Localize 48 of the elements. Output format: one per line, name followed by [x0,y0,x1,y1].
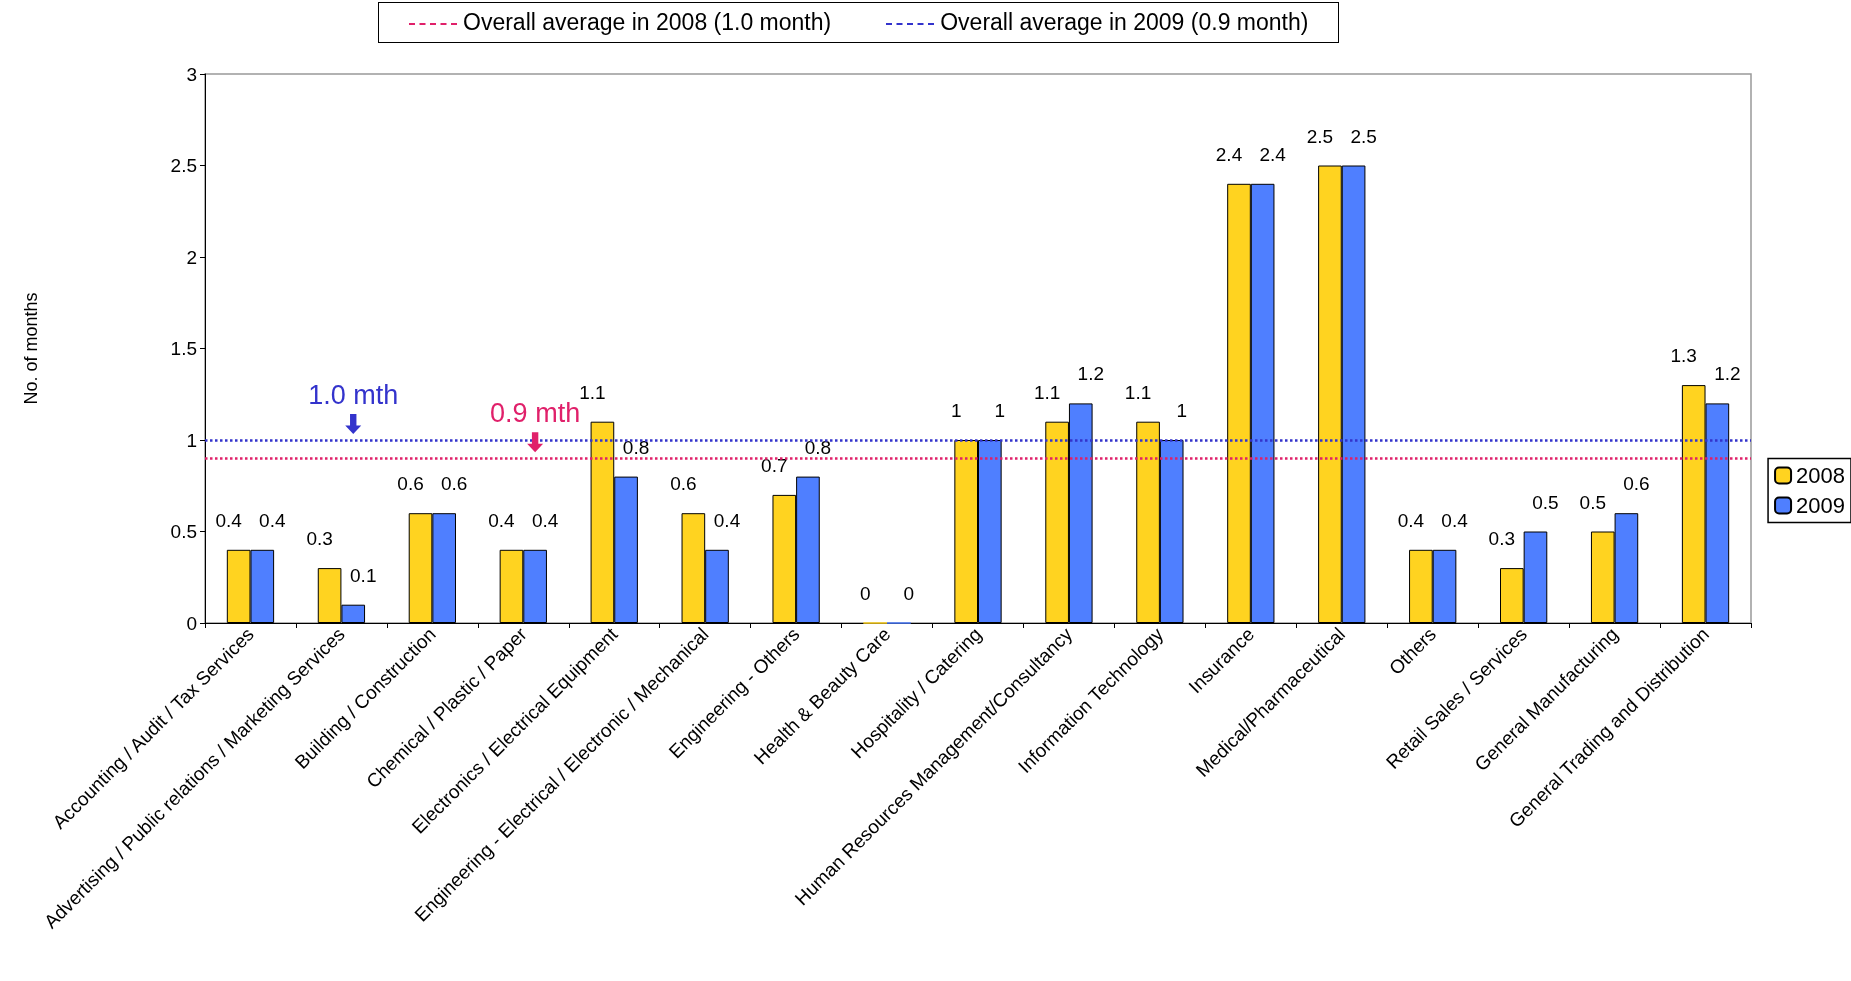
data-label: 1.3 [1670,345,1697,367]
data-label: 2.5 [1350,125,1377,147]
data-label: 0.7 [761,454,788,476]
data-label: 2.5 [1306,125,1334,147]
data-label: 0.5 [1579,491,1606,513]
data-label: 0.4 [531,509,559,531]
y-tick-label: 2 [186,246,197,268]
data-label: 2.4 [1259,143,1287,165]
data-label: 0.4 [215,509,243,531]
data-label: 0.4 [488,509,516,531]
y-tick-label: 0 [186,612,197,634]
data-label: 1.1 [1124,381,1152,403]
data-label: 2.4 [1215,143,1243,165]
y-tick-label: 1.5 [170,338,197,359]
data-label: 0.6 [397,473,424,495]
data-label: 1.1 [579,381,606,403]
data-label: 1.1 [1033,381,1061,403]
data-label: 1 [1176,400,1187,421]
data-label: 1 [994,400,1006,421]
data-label: 0.8 [622,436,650,458]
data-label: 0.6 [670,473,697,495]
data-label: 0.1 [350,564,377,586]
y-tick-label: 1 [186,429,197,451]
data-label: 0 [903,582,915,604]
legend-label: Overall average in 2008 (1.0 month) [463,9,832,35]
y-tick-label: 3 [186,63,197,85]
data-label: 0.5 [1532,491,1559,513]
y-tick-label: 2.5 [170,155,197,176]
data-label: 0.4 [259,509,286,531]
data-label: 1.2 [1714,363,1741,385]
data-label: 0.4 [713,509,741,531]
legend-label: Overall average in 2009 (0.9 month) [940,9,1309,35]
data-label: 0.3 [306,528,333,550]
data-label: 0.4 [1397,509,1425,531]
data-label: 0.3 [1488,528,1516,550]
data-label: 1.2 [1077,363,1104,385]
data-label: 0.6 [1623,473,1650,495]
data-label: 0 [859,582,871,604]
data-label: 0.8 [804,436,832,458]
y-tick-label: 0.5 [170,521,197,542]
annotation: 0.9 mth [490,397,581,428]
annotation: 1.0 mth [308,379,399,410]
legend-label: 2009 [1796,493,1846,518]
y-axis-title: No. of months [21,292,41,405]
data-label: 0.6 [440,473,468,495]
data-label: 1 [950,400,962,421]
data-label: 0.4 [1441,509,1469,531]
legend-label: 2008 [1796,463,1846,488]
